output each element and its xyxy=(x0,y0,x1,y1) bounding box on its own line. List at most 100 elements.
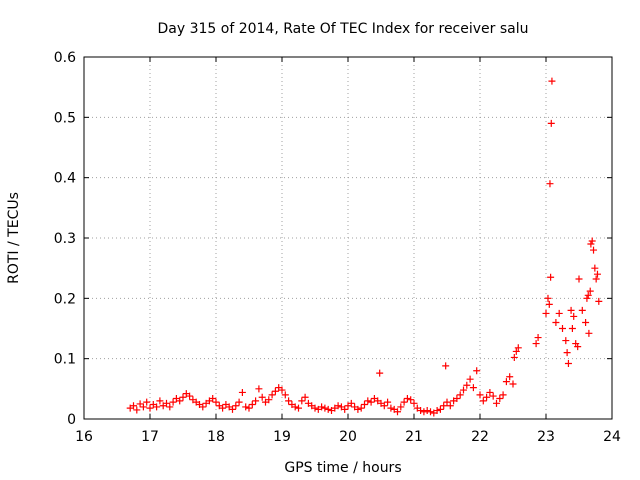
data-point xyxy=(248,401,256,409)
data-point xyxy=(281,391,289,399)
data-point xyxy=(169,398,177,406)
data-point xyxy=(364,397,372,405)
data-point xyxy=(476,391,484,399)
data-point xyxy=(229,405,236,413)
data-point xyxy=(186,392,194,400)
data-point xyxy=(163,399,170,407)
y-axis-label: ROTI / TECUs xyxy=(6,192,22,284)
data-point xyxy=(502,378,510,386)
data-point xyxy=(466,375,474,383)
y-tick-label: 0.3 xyxy=(54,231,76,247)
y-tick-label: 0 xyxy=(67,412,76,428)
data-point xyxy=(574,343,582,351)
data-point xyxy=(446,402,454,410)
data-point xyxy=(311,404,319,412)
y-tick-label: 0.6 xyxy=(54,50,76,66)
data-point xyxy=(578,306,586,314)
data-point xyxy=(499,391,507,399)
grid-lines xyxy=(84,57,612,419)
data-point xyxy=(420,408,428,416)
data-point xyxy=(567,306,575,314)
y-tick-label: 0.1 xyxy=(54,352,76,368)
data-point xyxy=(564,359,572,367)
data-point xyxy=(238,388,246,396)
data-point xyxy=(166,403,174,411)
data-point xyxy=(242,403,250,411)
data-point xyxy=(301,393,309,401)
data-point xyxy=(367,398,375,406)
data-point xyxy=(156,397,164,405)
data-point xyxy=(588,237,596,245)
data-point xyxy=(380,402,388,410)
data-point xyxy=(245,404,253,412)
data-point xyxy=(407,396,415,404)
data-point xyxy=(433,407,441,415)
data-point xyxy=(463,381,471,389)
data-point xyxy=(357,404,365,412)
x-tick-label: 20 xyxy=(339,429,357,445)
x-tick-label: 24 xyxy=(603,429,621,445)
data-point xyxy=(176,397,184,405)
data-point xyxy=(427,408,434,416)
data-point xyxy=(387,404,395,412)
data-point xyxy=(341,405,349,413)
data-point xyxy=(403,394,411,402)
data-point xyxy=(575,275,583,283)
x-tick-label: 18 xyxy=(207,429,225,445)
data-point xyxy=(298,397,306,405)
data-point xyxy=(179,393,187,401)
data-point xyxy=(334,402,342,410)
data-point xyxy=(456,391,464,399)
data-point xyxy=(410,399,418,407)
x-tick-label: 22 xyxy=(471,429,489,445)
data-points xyxy=(126,77,603,417)
data-point xyxy=(587,240,595,248)
data-point xyxy=(534,334,542,342)
data-point xyxy=(417,407,425,415)
data-point xyxy=(548,77,556,85)
data-point xyxy=(559,325,566,332)
data-point xyxy=(265,396,273,404)
data-point xyxy=(593,270,601,278)
data-point xyxy=(584,291,592,299)
data-point xyxy=(268,391,276,399)
data-point xyxy=(544,294,552,302)
data-point xyxy=(324,405,332,413)
data-point xyxy=(423,407,431,415)
data-point xyxy=(285,397,293,405)
data-point xyxy=(130,402,137,410)
data-point xyxy=(361,401,368,409)
data-point xyxy=(133,406,141,414)
data-point xyxy=(583,294,591,302)
data-point xyxy=(547,119,555,127)
data-point xyxy=(563,349,571,357)
data-point xyxy=(235,398,243,406)
data-point xyxy=(591,264,599,272)
x-tick-label: 16 xyxy=(75,429,93,445)
data-point xyxy=(542,309,550,317)
data-point xyxy=(514,344,522,352)
data-point xyxy=(496,394,504,402)
data-point xyxy=(291,403,299,411)
data-point xyxy=(460,386,467,394)
data-point xyxy=(139,403,147,411)
data-point xyxy=(586,287,594,295)
data-point xyxy=(436,405,444,413)
data-point xyxy=(136,400,144,408)
data-point xyxy=(595,297,603,305)
data-point xyxy=(555,309,563,317)
data-point xyxy=(582,318,590,326)
data-point xyxy=(585,329,593,337)
x-tick-label: 19 xyxy=(273,429,291,445)
data-point xyxy=(255,385,263,393)
data-point xyxy=(568,325,576,332)
y-tick-label: 0.5 xyxy=(54,110,76,126)
data-point xyxy=(153,403,161,411)
x-tick-label: 21 xyxy=(405,429,423,445)
data-point xyxy=(512,347,520,355)
data-point xyxy=(146,404,154,412)
data-point xyxy=(278,386,286,394)
data-point xyxy=(295,404,302,412)
